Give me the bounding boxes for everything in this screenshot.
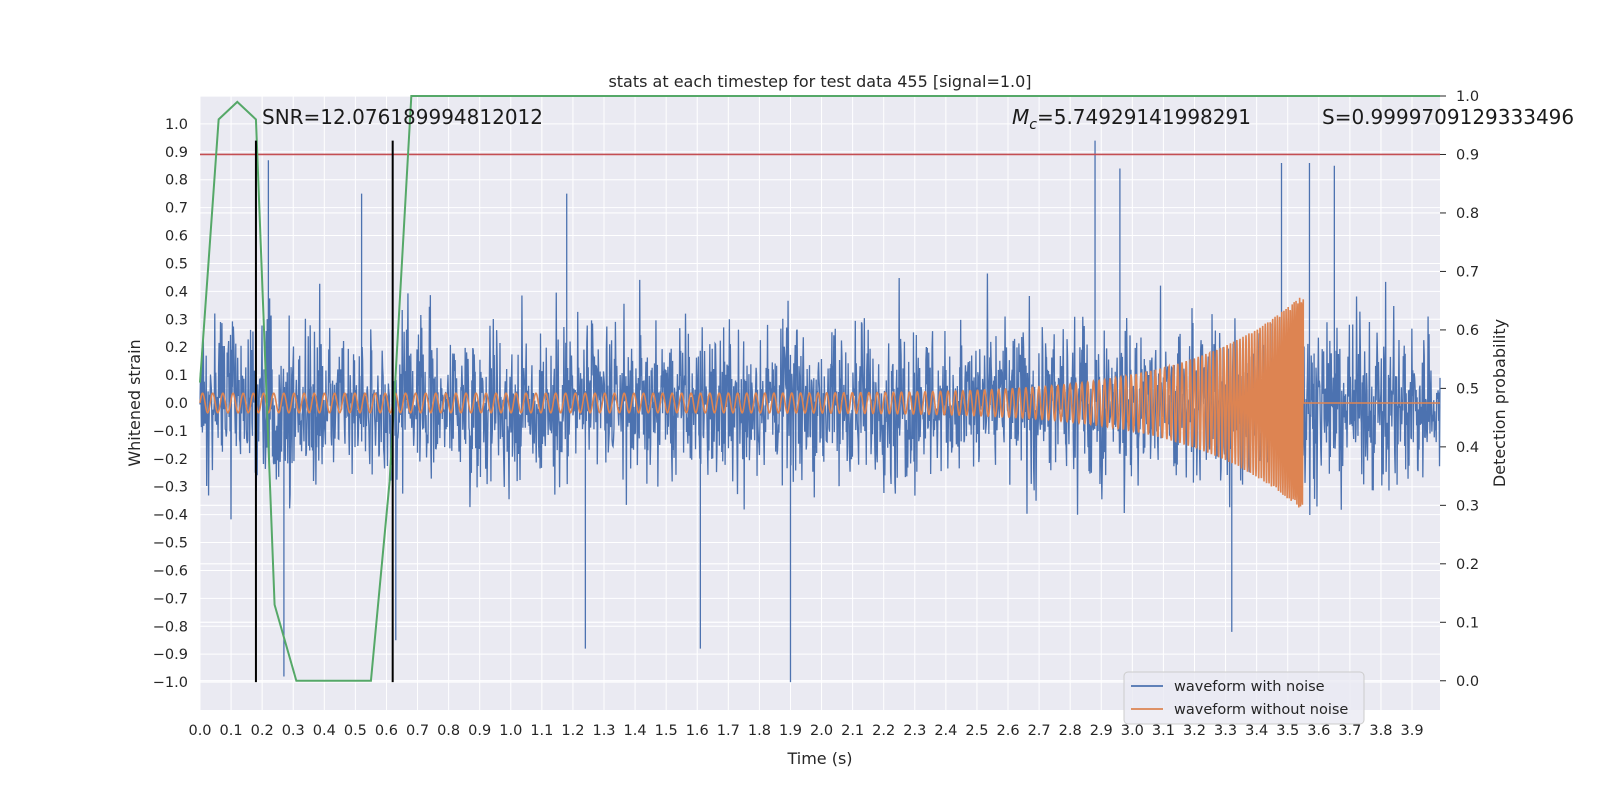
- x-tick-label: 1.0: [499, 723, 522, 739]
- x-tick-label: 1.8: [748, 723, 771, 739]
- y-right-tick-label: 0.4: [1456, 440, 1479, 456]
- y-right-tick-label: 0.5: [1456, 381, 1479, 397]
- legend-label-noise: waveform with noise: [1174, 679, 1325, 695]
- x-tick-label: 2.8: [1059, 723, 1082, 739]
- y-tick-label: 0.1: [165, 368, 188, 384]
- y-tick-label: −0.9: [153, 647, 188, 663]
- mc-subscript: c: [1029, 117, 1037, 133]
- legend: waveform with noise waveform without noi…: [1123, 671, 1365, 725]
- mc-symbol: M: [1012, 105, 1029, 129]
- x-tick-label: 3.2: [1183, 723, 1206, 739]
- y-tick-label: −0.1: [153, 424, 188, 440]
- y-right-tick-labels: 1.0 0.9 0.8 0.7 0.6 0.5 0.4 0.3 0.2 0.1 0.0: [1456, 89, 1479, 690]
- x-tick-label: 1.6: [686, 723, 709, 739]
- y-right-tick-label: 0.1: [1456, 615, 1479, 631]
- x-tick-label: 3.8: [1369, 723, 1392, 739]
- y-tick-label: −0.2: [153, 452, 188, 468]
- x-tick-label: 0.9: [468, 723, 491, 739]
- y-tick-label: 0.8: [165, 173, 188, 189]
- y-right-axis-label: Detection probability: [1490, 319, 1509, 487]
- x-tick-label: 2.3: [903, 723, 926, 739]
- legend-label-clean: waveform without noise: [1174, 702, 1348, 718]
- chart-title: stats at each timestep for test data 455…: [608, 72, 1031, 91]
- x-tick-label: 3.1: [1152, 723, 1175, 739]
- y-gridlines: [200, 123, 1440, 683]
- x-tick-label: 3.6: [1307, 723, 1330, 739]
- x-tick-label: 0.8: [437, 723, 460, 739]
- y-right-tick-label: 0.2: [1456, 557, 1479, 573]
- x-tick-label: 1.5: [655, 723, 678, 739]
- y-tick-label: 0.6: [165, 229, 188, 245]
- x-tick-label: 1.9: [779, 723, 802, 739]
- y-tick-label: −0.5: [153, 536, 188, 552]
- x-tick-label: 2.7: [1028, 723, 1051, 739]
- y-right-tick-label: 1.0: [1456, 89, 1479, 105]
- y-tick-label: 0.2: [165, 340, 188, 356]
- x-tick-label: 0.7: [406, 723, 429, 739]
- y-tick-label: −0.8: [153, 619, 188, 635]
- snr-annotation: SNR=12.076189994812012: [262, 105, 543, 129]
- y-right-tick-label: 0.9: [1456, 147, 1479, 163]
- legend-box: [1123, 671, 1365, 725]
- mc-value: =5.74929141998291: [1037, 105, 1251, 129]
- y-tick-label: 0.4: [165, 284, 188, 300]
- x-tick-label: 2.5: [965, 723, 988, 739]
- x-tick-label: 3.4: [1245, 723, 1268, 739]
- y-tick-label: −1.0: [153, 675, 188, 691]
- waveform-without-noise-line: [199, 297, 1440, 508]
- y-tick-label: 1.0: [165, 117, 188, 133]
- x-tick-label: 0.3: [282, 723, 305, 739]
- x-tick-labels: 0.0 0.1 0.2 0.3 0.4 0.5 0.6 0.7 0.8 0.9 1.0 1.1 1.2 1…: [188, 723, 1423, 739]
- x-tick-label: 3.7: [1338, 723, 1361, 739]
- x-axis-label: Time (s): [786, 749, 852, 768]
- y-right-tick-label: 0.6: [1456, 323, 1479, 339]
- x-tick-label: 2.6: [996, 723, 1019, 739]
- y-tick-label: 0.9: [165, 145, 188, 161]
- y-tick-label: 0.0: [165, 396, 188, 412]
- y-tick-label: 0.3: [165, 312, 188, 328]
- y-tick-label: −0.4: [153, 508, 188, 524]
- x-tick-label: 1.3: [592, 723, 615, 739]
- x-tick-label: 3.9: [1400, 723, 1423, 739]
- y-right-tick-label: 0.0: [1456, 674, 1479, 690]
- x-tick-label: 1.2: [561, 723, 584, 739]
- x-tick-label: 1.7: [717, 723, 740, 739]
- y-right-tick-label: 0.7: [1456, 264, 1479, 280]
- x-tick-label: 2.2: [872, 723, 895, 739]
- s-annotation: S=0.9999709129333496: [1322, 105, 1574, 129]
- mc-annotation: Mc=5.74929141998291: [1012, 105, 1251, 133]
- x-tick-label: 3.3: [1214, 723, 1237, 739]
- x-tick-label: 0.1: [220, 723, 243, 739]
- x-tick-label: 2.1: [841, 723, 864, 739]
- y-right-tick-label: 0.3: [1456, 498, 1479, 514]
- y-tick-label: −0.3: [153, 480, 188, 496]
- y-tick-label: 0.7: [165, 201, 188, 217]
- y-tick-label: 0.5: [165, 256, 188, 272]
- x-tick-label: 2.4: [934, 723, 957, 739]
- x-tick-label: 0.5: [344, 723, 367, 739]
- y-tick-label: −0.7: [153, 591, 188, 607]
- x-tick-label: 1.1: [530, 723, 553, 739]
- x-tick-label: 0.6: [375, 723, 398, 739]
- x-tick-label: 3.5: [1276, 723, 1299, 739]
- y-axis-label: Whitened strain: [125, 339, 144, 466]
- x-tick-label: 2.9: [1090, 723, 1113, 739]
- x-tick-label: 0.2: [251, 723, 274, 739]
- x-tick-label: 0.4: [313, 723, 336, 739]
- detection-probability-line: [199, 95, 1440, 682]
- x-tick-label: 2.0: [810, 723, 833, 739]
- y-right-tick-label: 0.8: [1456, 206, 1479, 222]
- x-tick-label: 1.4: [624, 723, 647, 739]
- y-tick-labels: 1.0 0.9 0.8 0.7 0.6 0.5 0.4 0.3 0.2 0.1 0.0 −0.1 −0.…: [153, 117, 188, 691]
- y-tick-label: −0.6: [153, 563, 188, 579]
- x-tick-label: 0.0: [188, 723, 211, 739]
- detection-boundaries: [254, 140, 394, 683]
- x-tick-label: 3.0: [1121, 723, 1144, 739]
